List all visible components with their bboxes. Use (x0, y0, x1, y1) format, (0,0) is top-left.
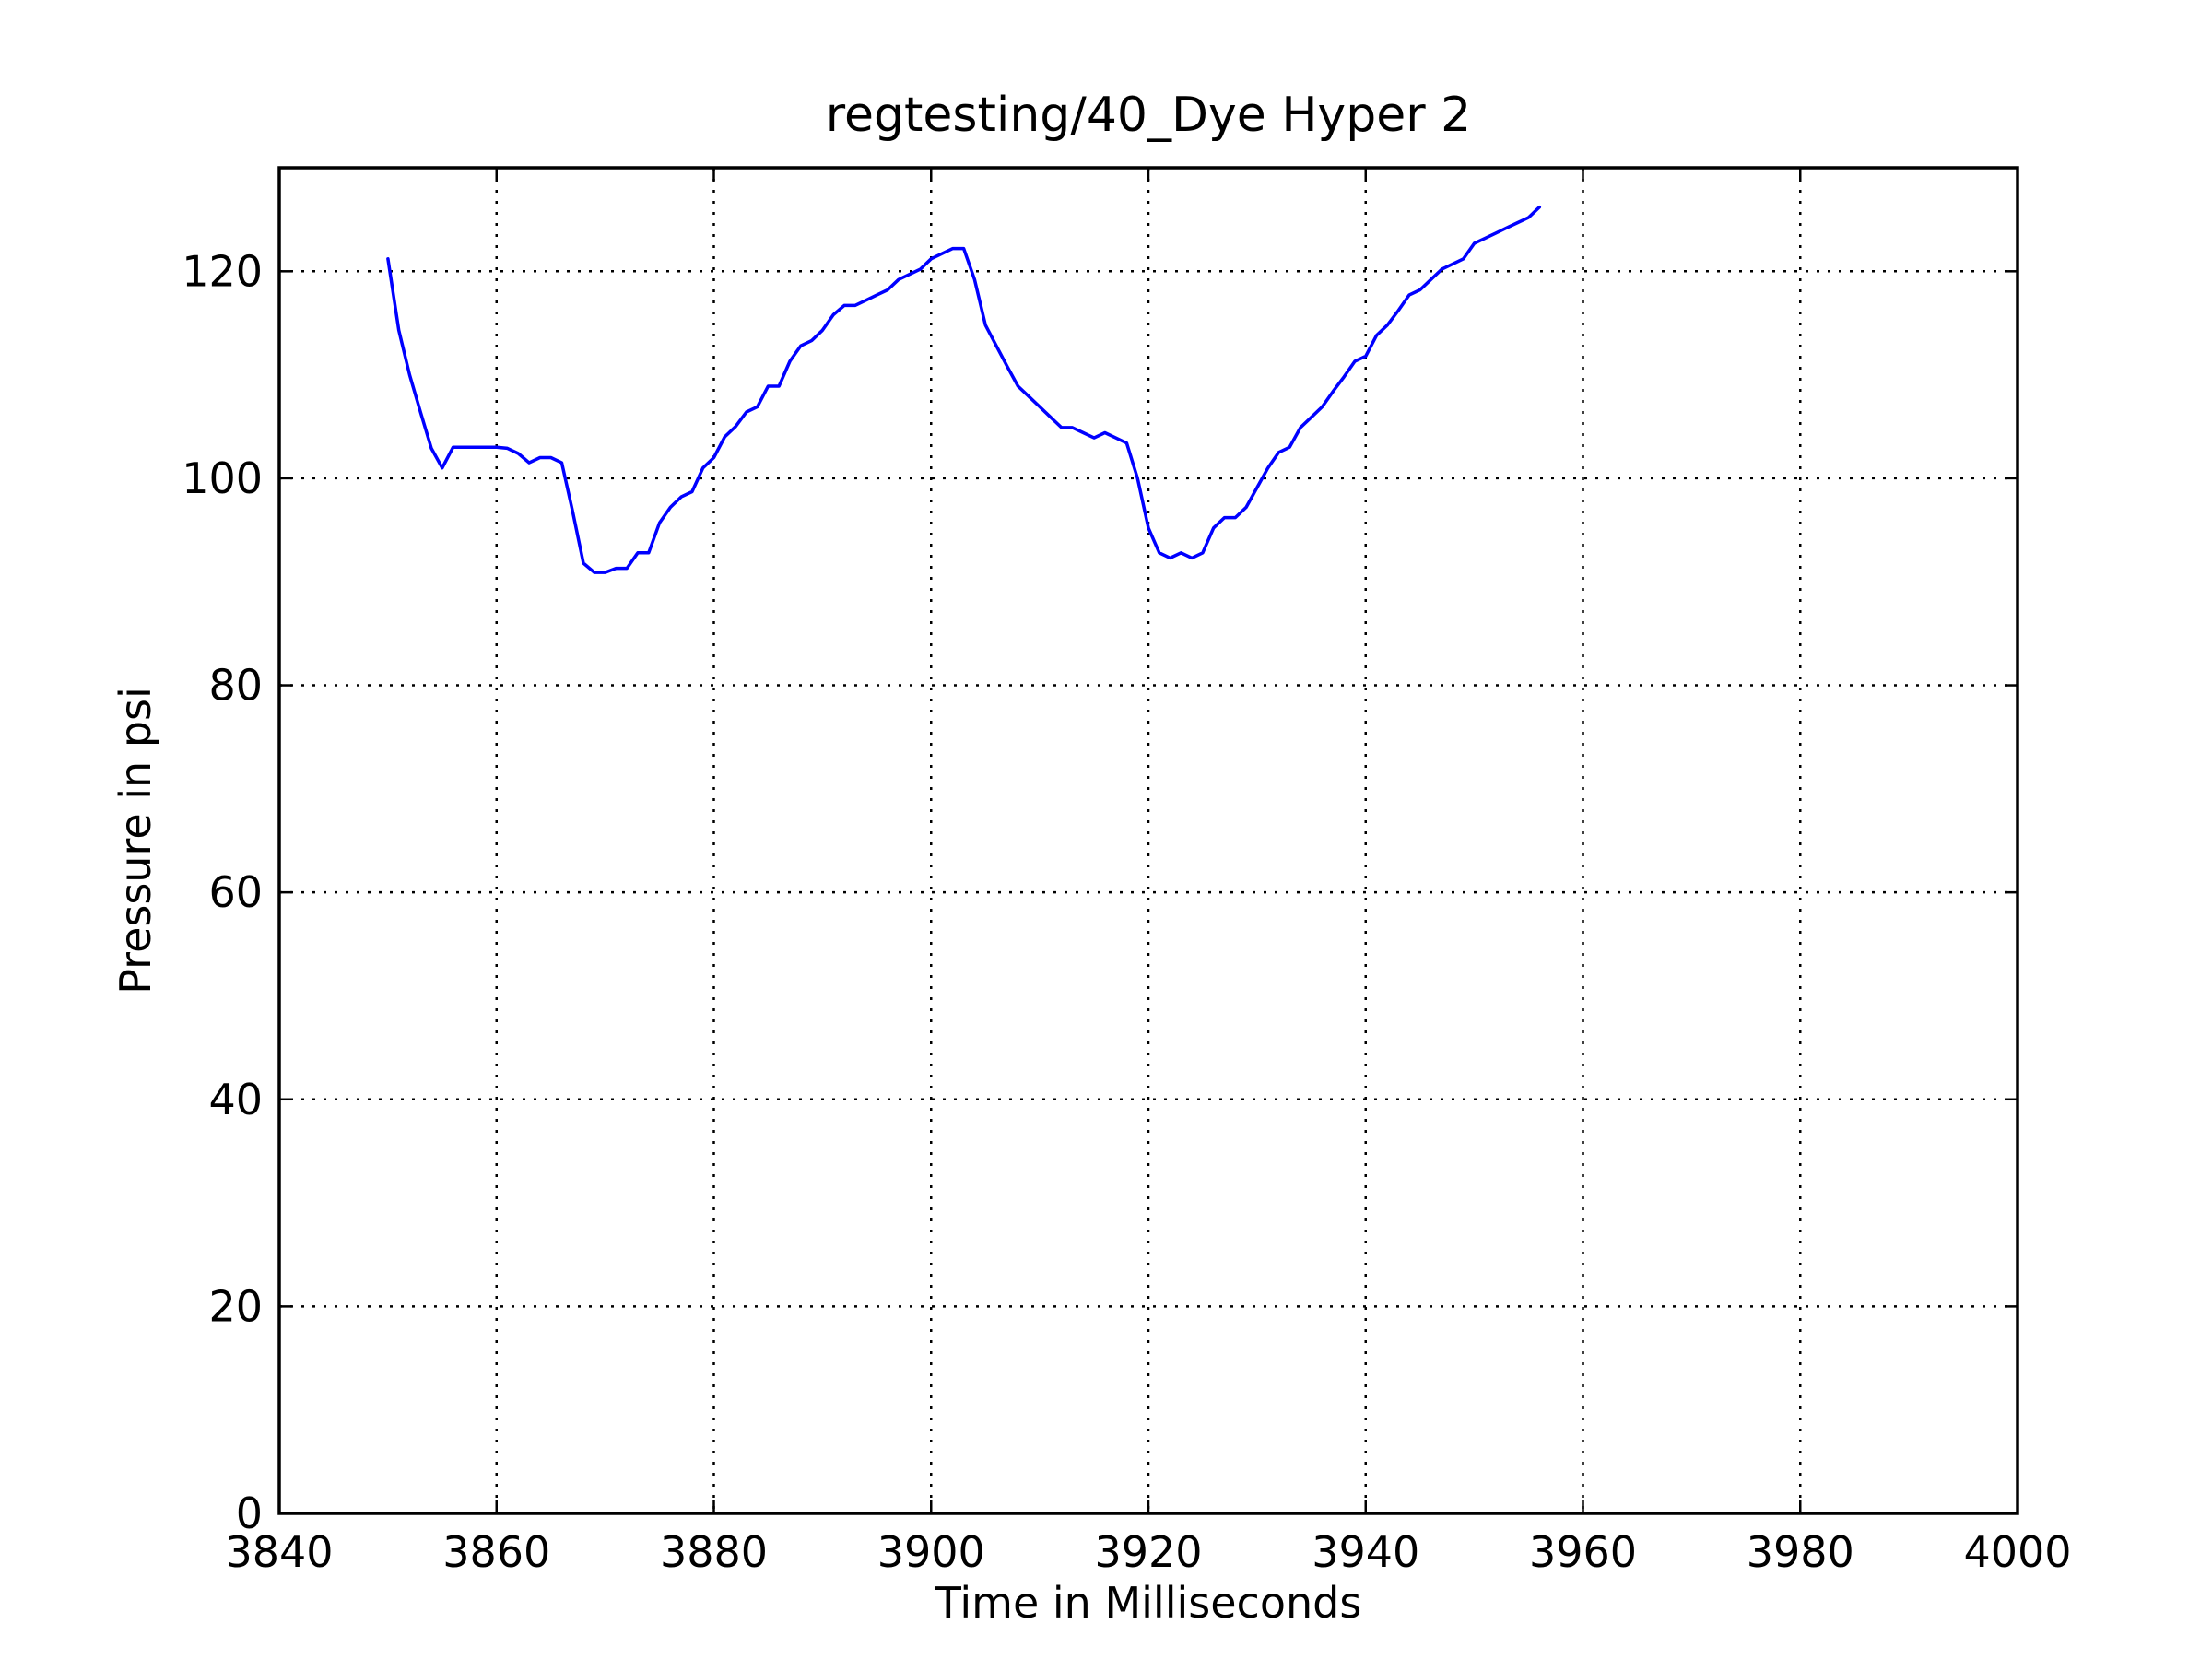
y-tick-label: 80 (208, 661, 263, 711)
y-tick-label: 20 (208, 1281, 263, 1331)
grid-lines (279, 168, 2018, 1513)
x-tick-label: 3860 (442, 1527, 550, 1577)
x-tick-label: 3980 (1747, 1527, 1854, 1577)
x-tick-label: 3900 (877, 1527, 985, 1577)
y-tick-label: 120 (182, 246, 263, 296)
x-tick-label: 4000 (1963, 1527, 2071, 1577)
x-tick-label: 3880 (660, 1527, 768, 1577)
y-tick-label: 100 (182, 453, 263, 503)
series-line (386, 205, 1542, 574)
chart-title: regtesting/40_Dye Hyper 2 (826, 88, 1471, 143)
y-axis-label: Pressure in psi (111, 687, 160, 994)
x-tick-label: 3840 (225, 1527, 333, 1577)
y-tick-label: 40 (208, 1075, 263, 1124)
x-tick-label: 3920 (1094, 1527, 1202, 1577)
series-layer (386, 205, 1542, 574)
x-axis-label: Time in Milliseconds (935, 1578, 1362, 1628)
x-tick-label: 3940 (1312, 1527, 1419, 1577)
x-tick-label: 3960 (1529, 1527, 1637, 1577)
axis-ticks: 3840 3860 3880 3900 3920 3940 3960 3980 4000 0 20 4… (182, 168, 2072, 1577)
y-tick-label: 0 (236, 1488, 263, 1538)
y-tick-label: 60 (208, 867, 263, 917)
